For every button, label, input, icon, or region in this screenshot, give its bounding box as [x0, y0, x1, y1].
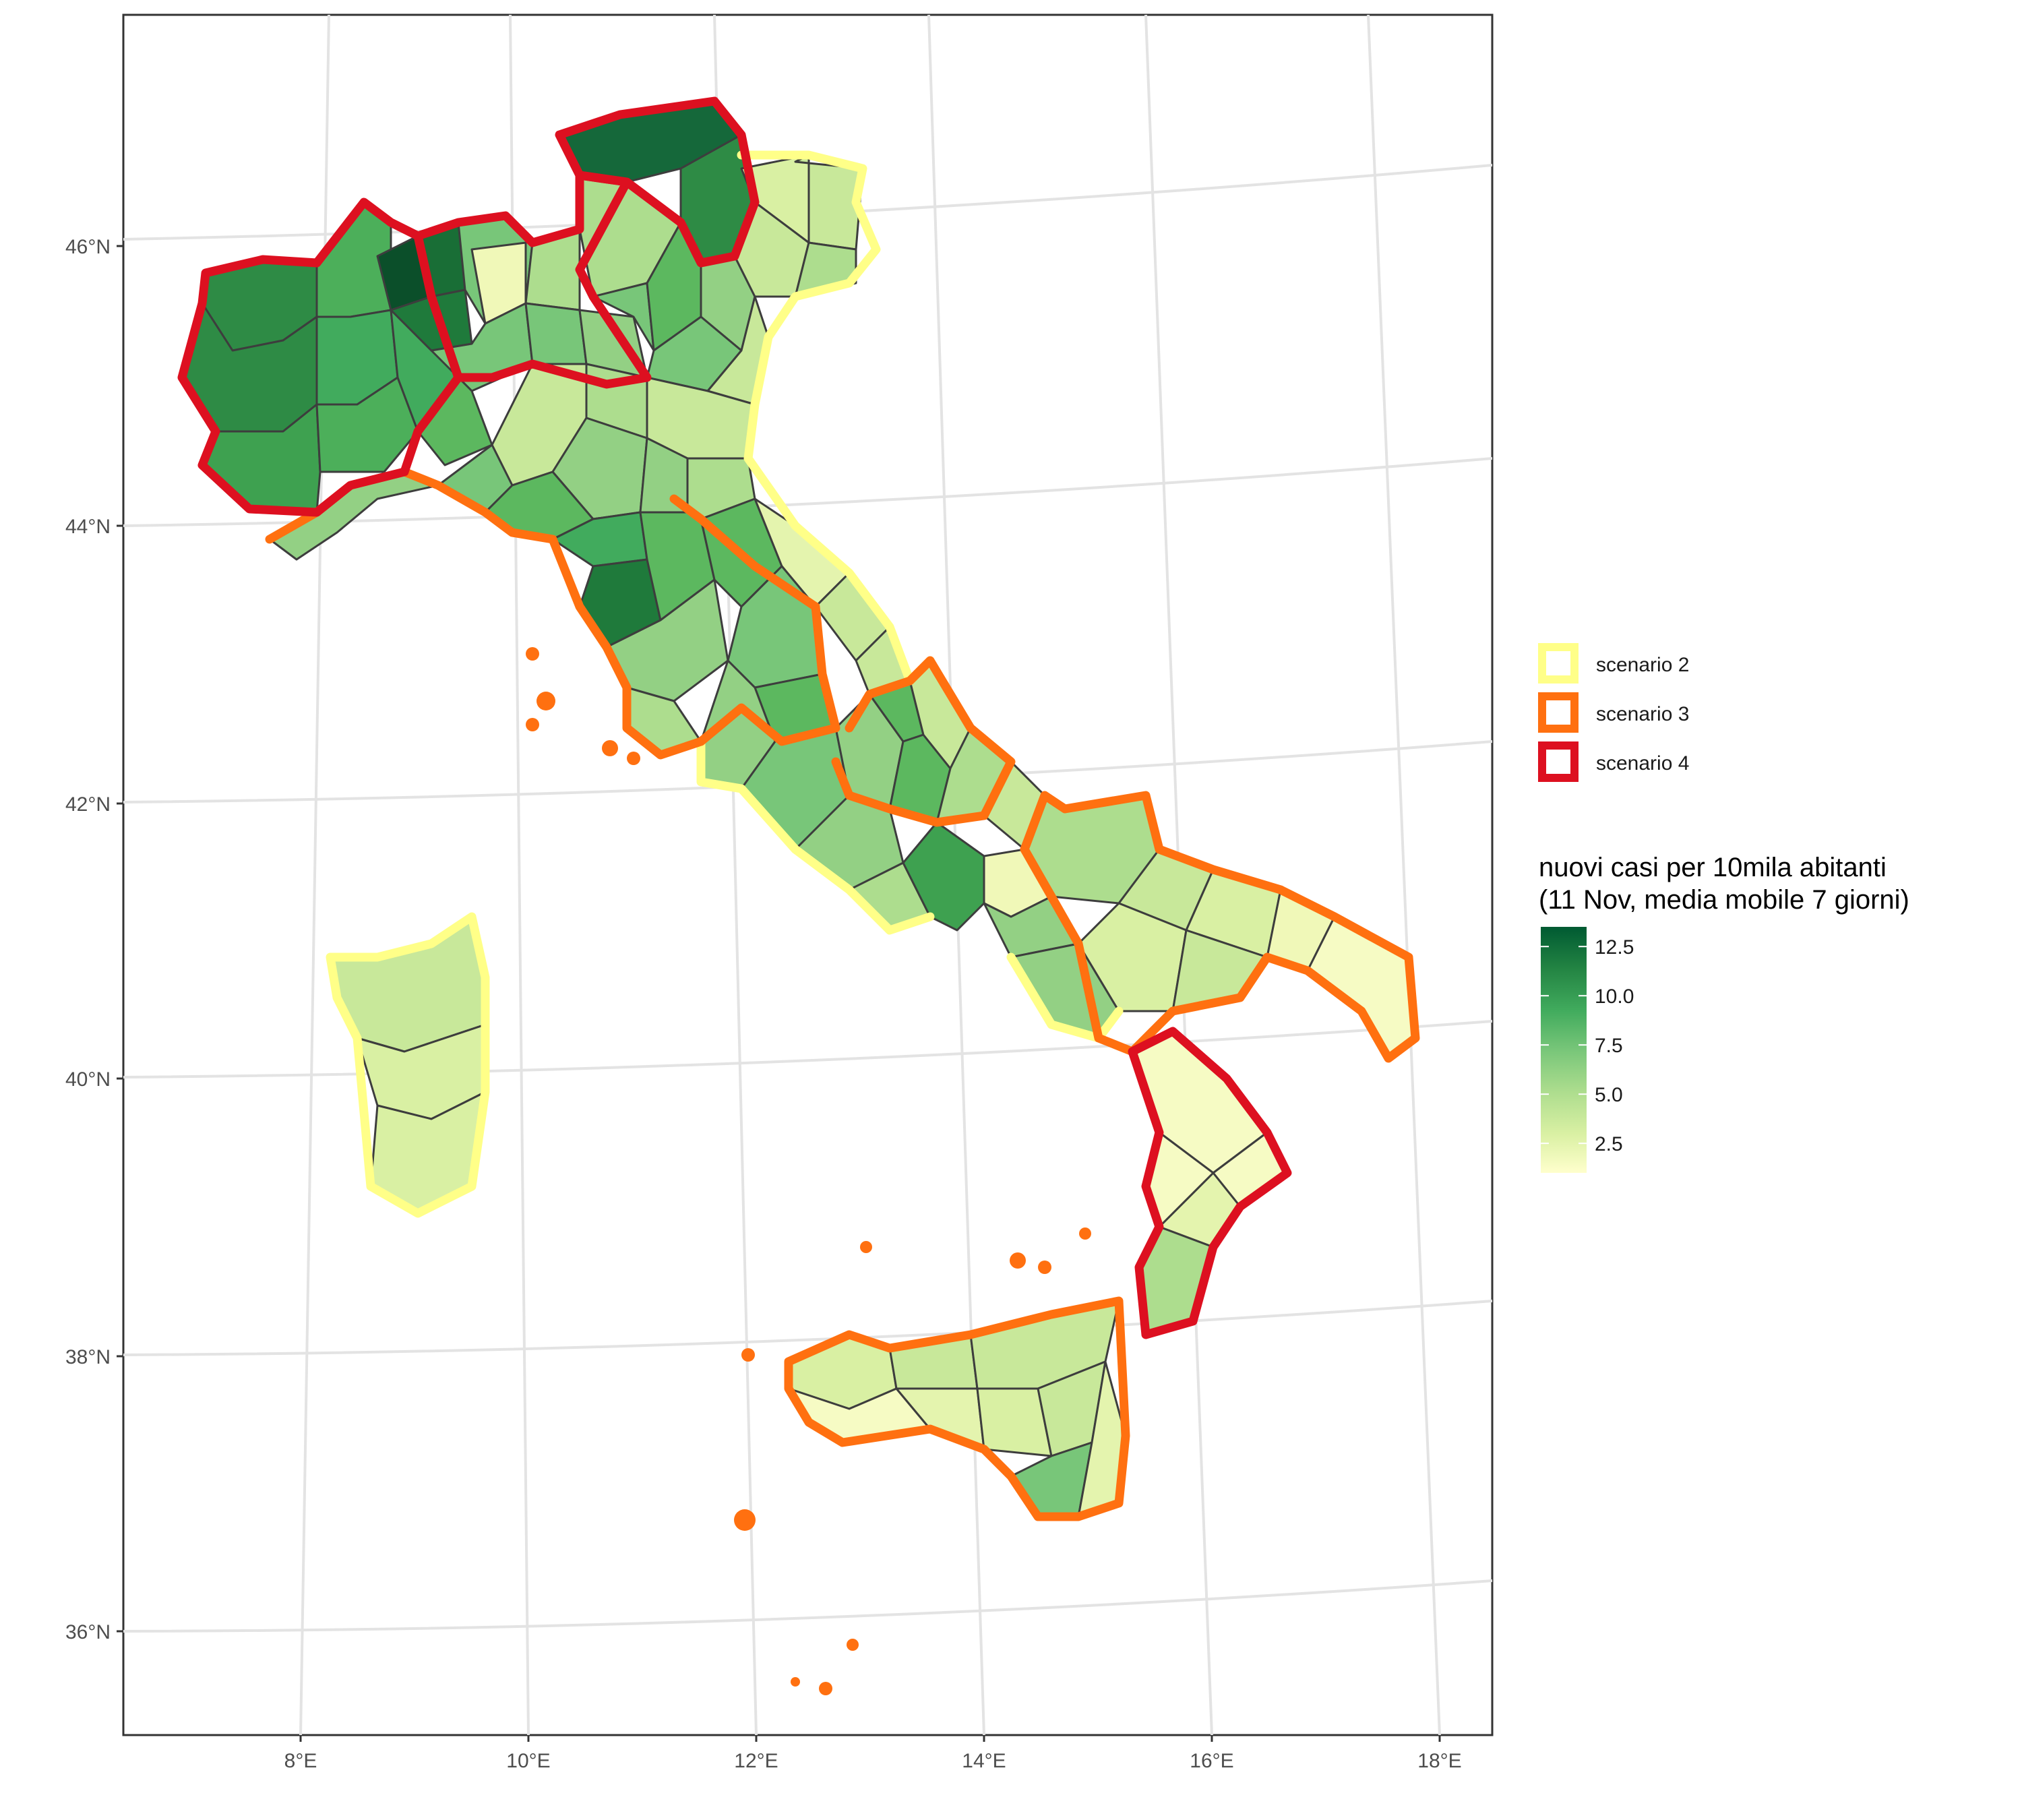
x-tick-label: 10°E — [506, 1750, 550, 1772]
y-tick-label: 40°N — [65, 1068, 111, 1091]
y-axis: 46°N 44°N 42°N 40°N 38°N 36°N — [65, 236, 123, 1643]
x-axis: 8°E 10°E 12°E 14°E 16°E 18°E — [284, 1735, 1462, 1772]
province — [390, 289, 473, 352]
x-tick-label: 12°E — [734, 1750, 778, 1772]
y-tick-label: 36°N — [65, 1621, 111, 1643]
legend-key-scenario-4 — [1538, 741, 1579, 782]
colorbar-ticks: 12.5 10.0 7.5 5.0 2.5 — [1541, 936, 1634, 1155]
legend-label: scenario 2 — [1596, 654, 1689, 676]
province — [524, 302, 588, 365]
colorbar — [1541, 927, 1587, 1173]
x-tick-label: 8°E — [284, 1750, 317, 1772]
legend-key-scenario-2 — [1538, 643, 1579, 684]
legend-label: scenario 3 — [1596, 703, 1689, 725]
scenario-4-outlines — [177, 96, 1292, 1339]
colorbar-tick-label: 2.5 — [1595, 1133, 1623, 1155]
legend-key-scenario-3 — [1538, 692, 1579, 733]
colorbar-legend: nuovi casi per 10mila abitanti (11 Nov, … — [1539, 853, 1909, 1173]
x-tick-label: 16°E — [1190, 1750, 1233, 1772]
x-tick-label: 18°E — [1417, 1750, 1461, 1772]
scenario-2-outlines — [326, 150, 1124, 1218]
colorbar-tick-label: 10.0 — [1595, 985, 1634, 1008]
colorbar-subtitle: (11 Nov, media mobile 7 giorni) — [1539, 885, 1909, 915]
colorbar-tick-label: 7.5 — [1595, 1035, 1623, 1057]
y-tick-label: 44°N — [65, 516, 111, 538]
x-tick-label: 14°E — [962, 1750, 1006, 1772]
colorbar-tick-label: 12.5 — [1595, 936, 1634, 959]
colorbar-title: nuovi casi per 10mila abitanti — [1539, 853, 1887, 882]
y-tick-label: 38°N — [65, 1346, 111, 1368]
legend-label: scenario 4 — [1596, 752, 1689, 775]
y-tick-label: 46°N — [65, 236, 111, 258]
y-tick-label: 42°N — [65, 793, 111, 816]
colorbar-tick-label: 5.0 — [1595, 1084, 1623, 1106]
scenario-legend: scenario 2 scenario 3 scenario 4 — [1538, 643, 1689, 782]
scenario-3-outlines — [265, 467, 1420, 1695]
